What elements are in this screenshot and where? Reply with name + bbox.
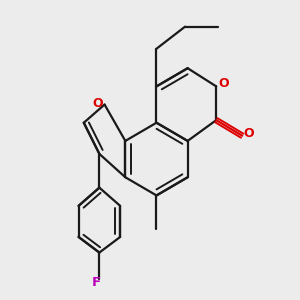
Text: O: O [219,77,229,90]
Text: O: O [92,97,103,110]
Text: O: O [243,127,254,140]
Text: F: F [92,276,101,289]
